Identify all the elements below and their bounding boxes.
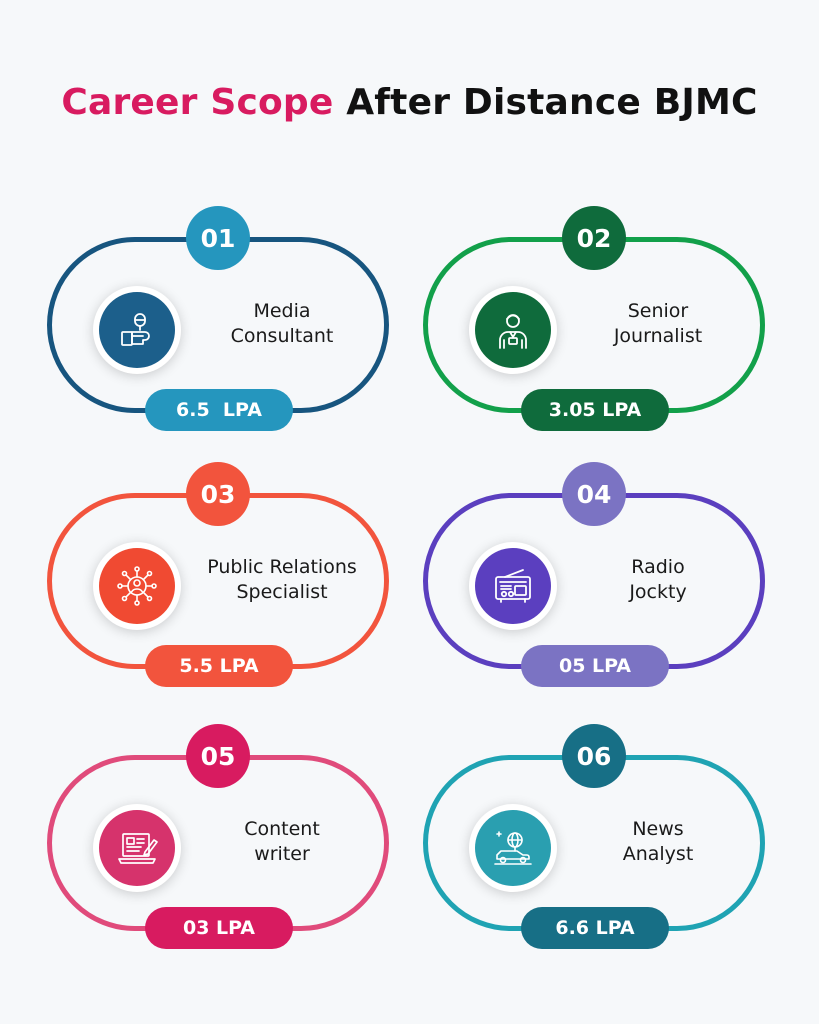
card-title: Media Consultant <box>187 299 377 349</box>
card-icon-frame <box>469 542 557 630</box>
card-icon-frame <box>469 804 557 892</box>
card-title-line-2: writer <box>254 843 310 865</box>
salary-badge: 5.5 LPA <box>145 645 293 687</box>
card-title-line-1: Senior <box>627 300 689 322</box>
card-title-line-1: News <box>632 818 684 840</box>
career-card-radio-jockey: 04 Radio Jockty 05 LPA <box>423 462 765 687</box>
career-card-media-consultant: 01 Media Consultant 6.5 LPA <box>47 206 389 431</box>
page-title: Career Scope After Distance BJMC <box>0 82 819 123</box>
card-number-badge: 04 <box>562 462 626 526</box>
career-card-news-analyst: 06 News Analyst 6.6 LPA <box>423 724 765 949</box>
card-title-line-2: Analyst <box>622 843 694 865</box>
salary-badge: 3.05 LPA <box>521 389 669 431</box>
salary-badge: 03 LPA <box>145 907 293 949</box>
card-icon-frame <box>93 542 181 630</box>
career-card-content-writer: 05 Content writer 03 LPA <box>47 724 389 949</box>
globe-car-icon <box>475 810 551 886</box>
radio-icon <box>475 548 551 624</box>
card-icon-frame <box>93 286 181 374</box>
journalist-person-icon <box>475 292 551 368</box>
card-title-line-1: Radio <box>631 556 685 578</box>
card-title: Content writer <box>187 817 377 867</box>
page-title-accent: Career Scope <box>61 82 334 123</box>
card-title: Senior Journalist <box>563 299 753 349</box>
career-card-senior-journalist: 02 Senior Journalist 3.05 LPA <box>423 206 765 431</box>
career-card-public-relations-specialist: 03 Public Relations <box>47 462 389 687</box>
card-title-line-1: Content <box>244 818 320 840</box>
card-icon-frame <box>469 286 557 374</box>
card-number-badge: 01 <box>186 206 250 270</box>
card-number-badge: 05 <box>186 724 250 788</box>
network-person-icon <box>99 548 175 624</box>
page-title-rest: After Distance BJMC <box>346 82 758 123</box>
salary-badge: 05 LPA <box>521 645 669 687</box>
card-title: News Analyst <box>563 817 753 867</box>
card-number-badge: 03 <box>186 462 250 526</box>
salary-badge: 6.5 LPA <box>145 389 293 431</box>
laptop-document-pen-icon <box>99 810 175 886</box>
card-title-line-1: Media <box>253 300 311 322</box>
card-title-line-2: Jockty <box>629 581 687 603</box>
card-title-line-2: Consultant <box>230 325 334 347</box>
card-number-badge: 02 <box>562 206 626 270</box>
card-title: Radio Jockty <box>563 555 753 605</box>
card-number-badge: 06 <box>562 724 626 788</box>
salary-badge: 6.6 LPA <box>521 907 669 949</box>
interview-microphone-icon <box>99 292 175 368</box>
card-title: Public Relations Specialist <box>187 555 377 605</box>
card-title-line-2: Specialist <box>236 581 328 603</box>
card-title-line-1: Public Relations <box>207 556 357 578</box>
card-title-line-2: Journalist <box>613 325 703 347</box>
card-icon-frame <box>93 804 181 892</box>
